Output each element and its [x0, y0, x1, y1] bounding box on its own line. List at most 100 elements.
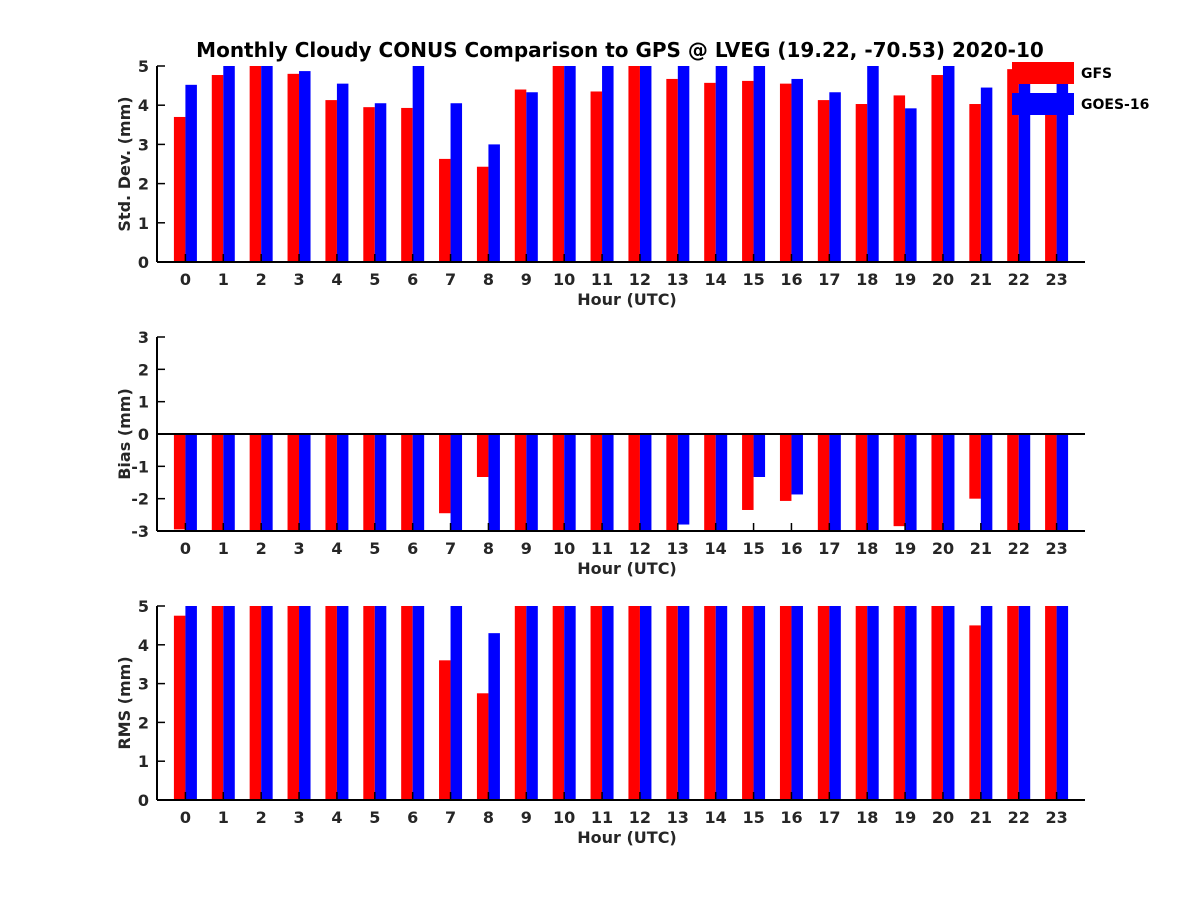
bar-goes-16-hour-22: [1018, 434, 1031, 531]
legend: GFS GOES-16: [1012, 62, 1149, 115]
x-tick-label: 0: [180, 270, 191, 289]
y-tick-label: 0: [138, 425, 149, 444]
bar-goes-16-hour-20: [942, 606, 955, 800]
bar-gfs-hour-20: [931, 606, 943, 800]
bar-gfs-hour-21: [969, 104, 981, 263]
x-axis-label: Hour (UTC): [577, 828, 677, 847]
bar-goes-16-hour-14: [715, 66, 728, 262]
bar-gfs-hour-19: [893, 434, 906, 527]
x-tick-label: 9: [521, 808, 532, 827]
x-tick-label: 18: [856, 539, 878, 558]
bar-gfs-hour-0: [173, 116, 186, 263]
x-tick-label: 20: [932, 808, 954, 827]
bar-goes-16-hour-6: [412, 434, 425, 531]
bar-gfs-hour-23: [1045, 434, 1057, 531]
x-tick-label: 7: [445, 539, 456, 558]
x-tick-label: 14: [705, 539, 727, 558]
x-tick-label: 3: [293, 539, 304, 558]
x-tick-label: 6: [407, 539, 418, 558]
bar-gfs-hour-3: [287, 606, 300, 800]
bar-gfs-hour-19: [893, 95, 906, 263]
bar-gfs-hour-4: [325, 606, 337, 800]
x-tick-label: 5: [369, 539, 380, 558]
x-tick-label: 18: [856, 808, 878, 827]
x-tick-label: 13: [667, 808, 689, 827]
x-tick-label: 22: [1008, 808, 1030, 827]
bar-gfs-hour-1: [211, 434, 224, 531]
bar-gfs-hour-15: [742, 606, 754, 800]
x-tick-label: 16: [780, 539, 802, 558]
y-tick-label: 3: [138, 328, 149, 347]
x-tick-label: 3: [293, 270, 304, 289]
bar-goes-16-hour-20: [942, 66, 955, 262]
bar-goes-16-hour-22: [1018, 606, 1031, 800]
bar-gfs-hour-6: [401, 107, 413, 262]
x-tick-label: 7: [445, 270, 456, 289]
bar-gfs-hour-5: [363, 107, 375, 262]
x-tick-label: 3: [293, 808, 304, 827]
bar-goes-16-hour-1: [223, 606, 235, 800]
x-tick-label: 17: [818, 808, 840, 827]
bar-gfs-hour-16: [779, 83, 792, 262]
x-tick-label: 22: [1008, 539, 1030, 558]
x-tick-label: 11: [591, 270, 613, 289]
bar-goes-16-hour-6: [412, 66, 425, 262]
bar-gfs-hour-2: [249, 66, 262, 262]
bar-goes-16-hour-0: [185, 434, 197, 531]
y-tick-label: 2: [138, 713, 149, 732]
x-tick-label: 18: [856, 270, 878, 289]
bar-gfs-hour-16: [779, 606, 792, 800]
bar-gfs-hour-10: [552, 434, 565, 531]
y-axis-label: RMS (mm): [115, 656, 134, 749]
bar-goes-16-hour-2: [261, 66, 273, 262]
legend-label: GOES-16: [1081, 97, 1149, 113]
x-tick-label: 21: [970, 270, 992, 289]
bar-goes-16-hour-17: [829, 92, 841, 262]
x-tick-label: 4: [331, 808, 342, 827]
x-tick-label: 19: [894, 270, 916, 289]
x-tick-label: 10: [553, 539, 575, 558]
bar-goes-16-hour-19: [905, 606, 917, 800]
bar-goes-16-hour-11: [602, 606, 614, 800]
bar-goes-16-hour-8: [488, 633, 500, 800]
bar-gfs-hour-17: [817, 100, 830, 262]
x-tick-label: 21: [970, 808, 992, 827]
bar-gfs-hour-1: [211, 606, 224, 800]
bar-gfs-hour-3: [287, 434, 300, 531]
bar-goes-16-hour-5: [374, 434, 387, 531]
x-tick-label: 6: [407, 270, 418, 289]
x-tick-label: 1: [218, 808, 229, 827]
x-tick-label: 16: [780, 808, 802, 827]
bar-gfs-hour-0: [173, 615, 186, 800]
bar-gfs-hour-4: [325, 434, 337, 531]
bar-gfs-hour-14: [704, 606, 716, 800]
x-tick-label: 23: [1045, 270, 1067, 289]
bar-goes-16-hour-7: [450, 434, 463, 531]
bar-goes-16-hour-9: [526, 606, 538, 800]
bar-gfs-hour-20: [931, 75, 943, 263]
y-tick-label: 3: [138, 675, 149, 694]
bar-gfs-hour-14: [704, 82, 716, 262]
bar-goes-16-hour-9: [526, 92, 538, 262]
bar-goes-16-hour-7: [450, 103, 463, 263]
bar-gfs-hour-12: [628, 434, 640, 531]
x-tick-label: 9: [521, 270, 532, 289]
bar-gfs-hour-12: [628, 606, 640, 800]
bar-goes-16-hour-0: [185, 606, 197, 800]
x-tick-label: 17: [818, 539, 840, 558]
bar-gfs-hour-8: [476, 166, 489, 262]
y-tick-label: 4: [138, 636, 149, 655]
bar-goes-16-hour-10: [564, 66, 576, 262]
figure-title: Monthly Cloudy CONUS Comparison to GPS @…: [196, 38, 1044, 62]
x-tick-label: 1: [218, 539, 229, 558]
bar-goes-16-hour-13: [677, 66, 690, 262]
bar-goes-16-hour-16: [791, 78, 803, 262]
x-tick-label: 21: [970, 539, 992, 558]
bar-goes-16-hour-7: [450, 606, 463, 800]
bar-goes-16-hour-22: [1018, 66, 1031, 262]
bar-gfs-hour-7: [439, 660, 451, 800]
bar-gfs-hour-22: [1007, 434, 1019, 531]
x-tick-label: 2: [256, 539, 267, 558]
